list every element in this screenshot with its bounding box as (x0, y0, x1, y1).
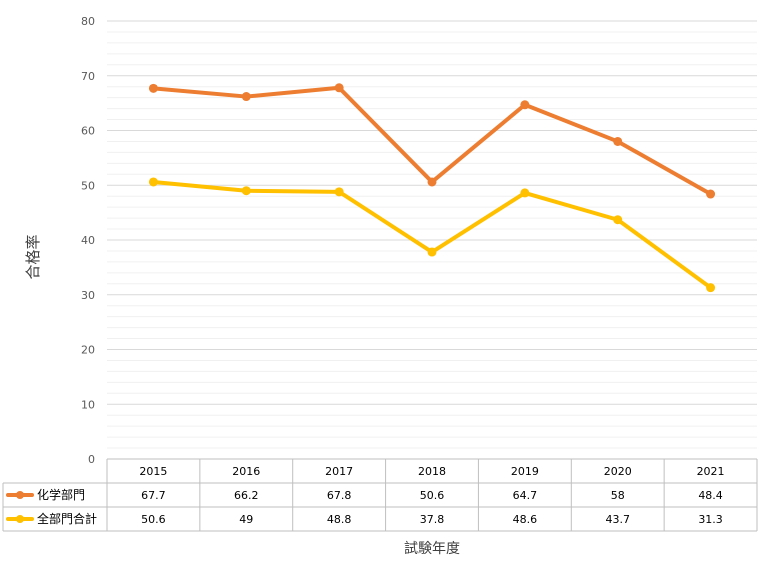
data-point (706, 283, 716, 293)
data-point (613, 215, 623, 225)
y-tick-label: 50 (81, 179, 95, 192)
data-point (427, 247, 437, 257)
x-tick-label: 2019 (511, 465, 539, 478)
data-table-cell: 58 (611, 489, 625, 502)
data-table-cell: 67.8 (327, 489, 352, 502)
data-table-cell: 31.3 (698, 513, 723, 526)
y-tick-label: 70 (81, 70, 95, 83)
data-point (613, 136, 623, 146)
y-tick-label: 20 (81, 344, 95, 357)
y-tick-label: 60 (81, 125, 95, 138)
data-table-cell: 49 (239, 513, 253, 526)
data-table-cell: 48.8 (327, 513, 352, 526)
y-tick-label: 30 (81, 289, 95, 302)
y-tick-label: 80 (81, 15, 95, 28)
data-point (520, 188, 530, 198)
data-point (334, 83, 344, 93)
y-tick-label: 0 (88, 453, 95, 466)
data-point (148, 83, 158, 93)
x-tick-label: 2017 (325, 465, 353, 478)
x-tick-label: 2021 (697, 465, 725, 478)
data-point (334, 187, 344, 197)
x-tick-label: 2018 (418, 465, 446, 478)
data-table-cell: 66.2 (234, 489, 259, 502)
data-table-cell: 50.6 (141, 513, 166, 526)
legend-label: 全部門合計 (37, 511, 97, 526)
data-point (427, 177, 437, 187)
data-point (241, 92, 251, 102)
y-axis-label: 合格率 (24, 234, 42, 279)
gridlines (107, 20, 757, 449)
data-table-cell: 48.4 (698, 489, 723, 502)
x-tick-label: 2020 (604, 465, 632, 478)
legend-marker (16, 515, 24, 523)
series-line (151, 179, 713, 290)
y-axis-ticks: 0 10 20 30 40 50 60 70 80 (81, 15, 95, 466)
y-tick-label: 10 (81, 398, 95, 411)
y-tick-label: 40 (81, 234, 95, 247)
series-1 (148, 83, 716, 199)
data-table-cell: 37.8 (420, 513, 445, 526)
series-lines (148, 83, 716, 293)
data-point (520, 100, 530, 110)
data-point (706, 189, 716, 199)
x-tick-label: 2016 (232, 465, 260, 478)
legend-key-1 (6, 491, 34, 499)
data-table-cell: 43.7 (605, 513, 630, 526)
legend-marker (16, 491, 24, 499)
data-table-cell: 67.7 (141, 489, 166, 502)
legend-key-2 (6, 515, 34, 523)
series-2 (148, 177, 716, 293)
data-table-cell: 50.6 (420, 489, 445, 502)
x-axis-label: 試験年度 (404, 541, 460, 557)
x-tick-label: 2015 (139, 465, 167, 478)
data-point (241, 186, 251, 196)
legend-label: 化学部門 (37, 487, 85, 502)
data-point (148, 177, 158, 187)
data-table: 2015 2016 2017 2018 2019 2020 2021 化学部門 67.7 66.2… (2, 458, 758, 532)
data-table-cell: 48.6 (513, 513, 538, 526)
data-table-cell: 64.7 (513, 489, 538, 502)
